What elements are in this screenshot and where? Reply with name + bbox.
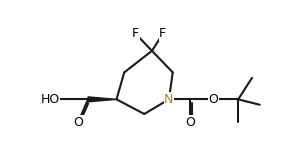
Text: O: O — [209, 93, 218, 106]
Text: N: N — [164, 93, 173, 106]
Polygon shape — [88, 97, 117, 102]
Text: O: O — [73, 116, 83, 129]
Text: HO: HO — [40, 93, 60, 106]
Text: F: F — [159, 27, 166, 40]
Text: F: F — [132, 27, 139, 40]
Text: O: O — [186, 116, 195, 129]
